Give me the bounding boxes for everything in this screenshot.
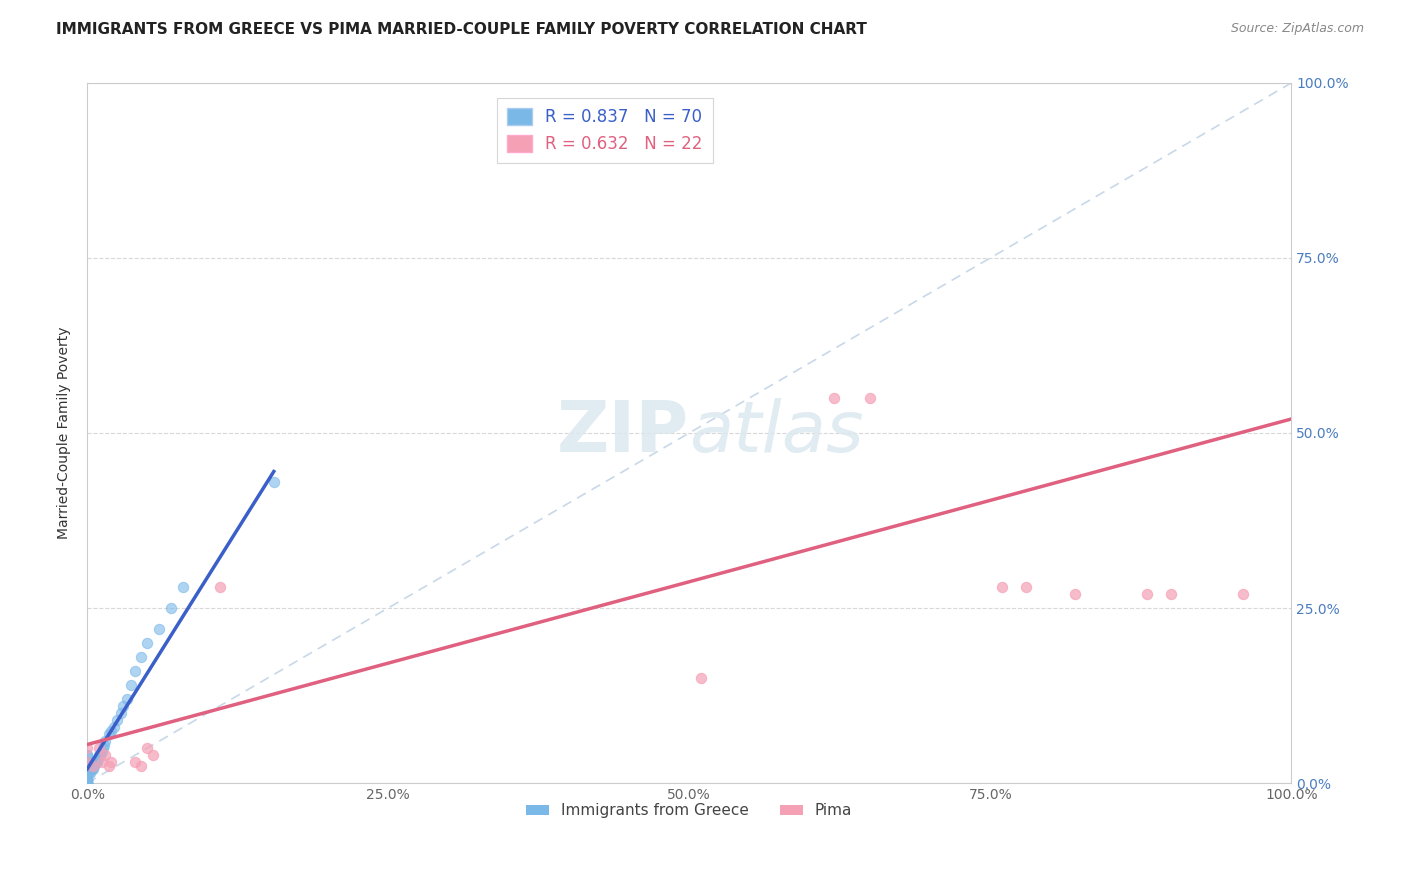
Y-axis label: Married-Couple Family Poverty: Married-Couple Family Poverty	[58, 326, 72, 540]
Point	[120, 678, 142, 692]
Point	[76, 769, 98, 783]
Point	[76, 769, 98, 783]
Point	[859, 391, 882, 405]
Point	[87, 751, 110, 765]
Point	[112, 699, 135, 714]
Point	[76, 769, 98, 783]
Point	[76, 776, 98, 790]
Point	[76, 776, 98, 790]
Point	[89, 741, 111, 756]
Point	[76, 741, 98, 756]
Point	[76, 755, 98, 769]
Point	[76, 772, 98, 787]
Point	[76, 769, 98, 783]
Point	[94, 747, 117, 762]
Point	[991, 580, 1014, 594]
Point	[100, 755, 122, 769]
Point	[110, 706, 132, 720]
Point	[124, 755, 146, 769]
Point	[76, 765, 98, 780]
Point	[76, 772, 98, 787]
Point	[103, 720, 125, 734]
Point	[76, 758, 98, 772]
Point	[76, 776, 98, 790]
Point	[82, 758, 104, 772]
Point	[263, 475, 285, 489]
Point	[142, 747, 165, 762]
Point	[76, 762, 98, 776]
Point	[97, 758, 120, 772]
Point	[76, 776, 98, 790]
Point	[76, 755, 98, 769]
Point	[76, 747, 98, 762]
Point	[124, 664, 146, 678]
Point	[76, 765, 98, 780]
Point	[76, 758, 98, 772]
Point	[76, 762, 98, 776]
Point	[76, 776, 98, 790]
Point	[94, 734, 117, 748]
Text: IMMIGRANTS FROM GREECE VS PIMA MARRIED-COUPLE FAMILY POVERTY CORRELATION CHART: IMMIGRANTS FROM GREECE VS PIMA MARRIED-C…	[56, 22, 868, 37]
Point	[1136, 587, 1159, 601]
Point	[76, 776, 98, 790]
Point	[90, 745, 112, 759]
Point	[823, 391, 845, 405]
Point	[76, 747, 98, 762]
Point	[82, 758, 104, 772]
Point	[76, 776, 98, 790]
Point	[131, 650, 153, 665]
Point	[76, 765, 98, 780]
Point	[90, 755, 112, 769]
Point	[76, 776, 98, 790]
Point	[80, 762, 103, 776]
Point	[76, 755, 98, 769]
Point	[76, 772, 98, 787]
Point	[93, 738, 115, 752]
Point	[76, 769, 98, 783]
Point	[86, 755, 108, 769]
Point	[84, 755, 107, 769]
Legend: Immigrants from Greece, Pima: Immigrants from Greece, Pima	[520, 797, 859, 824]
Point	[208, 580, 231, 594]
Point	[76, 762, 98, 776]
Point	[160, 601, 183, 615]
Point	[115, 692, 138, 706]
Point	[148, 622, 170, 636]
Point	[76, 755, 98, 769]
Text: Source: ZipAtlas.com: Source: ZipAtlas.com	[1230, 22, 1364, 36]
Point	[76, 765, 98, 780]
Point	[136, 636, 159, 650]
Point	[100, 723, 122, 738]
Point	[97, 727, 120, 741]
Point	[76, 758, 98, 772]
Point	[105, 713, 128, 727]
Text: atlas: atlas	[689, 399, 863, 467]
Point	[76, 772, 98, 787]
Point	[1015, 580, 1038, 594]
Point	[76, 762, 98, 776]
Point	[76, 776, 98, 790]
Point	[131, 758, 153, 772]
Point	[76, 772, 98, 787]
Point	[83, 758, 105, 772]
Point	[136, 741, 159, 756]
Point	[76, 772, 98, 787]
Point	[1232, 587, 1254, 601]
Text: ZIP: ZIP	[557, 399, 689, 467]
Point	[1160, 587, 1182, 601]
Point	[82, 762, 104, 776]
Point	[79, 765, 101, 780]
Point	[690, 671, 713, 685]
Point	[1063, 587, 1085, 601]
Point	[76, 772, 98, 787]
Point	[76, 776, 98, 790]
Point	[80, 764, 103, 778]
Point	[89, 747, 111, 762]
Point	[89, 747, 111, 762]
Point	[91, 741, 114, 756]
Point	[76, 772, 98, 787]
Point	[76, 769, 98, 783]
Point	[173, 580, 195, 594]
